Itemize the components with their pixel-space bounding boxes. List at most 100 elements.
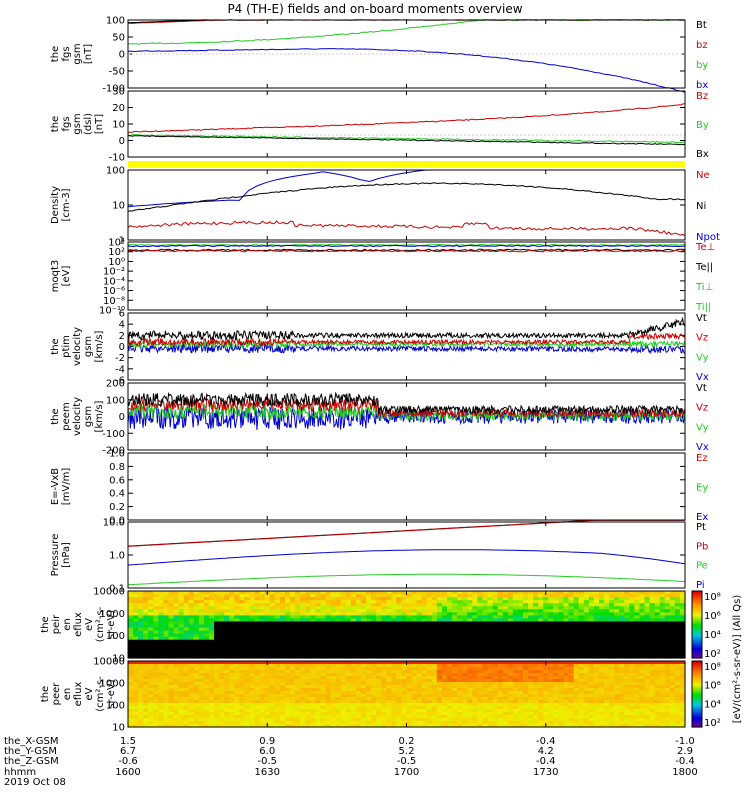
spec-cell [558, 712, 565, 716]
spec-cell [198, 639, 205, 644]
spec-cell [396, 676, 403, 680]
spec-cell [593, 664, 600, 668]
spec-cell [447, 645, 453, 650]
spec-cell [588, 706, 595, 710]
spec-cell [522, 709, 529, 713]
spec-cell [259, 612, 266, 616]
spec-cell [593, 600, 600, 604]
spec-cell [198, 697, 205, 701]
spec-cell [629, 648, 635, 653]
spec-cell [350, 600, 357, 604]
spec-cell [295, 676, 301, 680]
spec-cell [274, 651, 281, 656]
spec-cell [143, 603, 149, 607]
spec-cell [158, 606, 165, 610]
spec-cell [512, 645, 519, 650]
spec-cell [447, 679, 453, 683]
spec-cell [603, 715, 610, 719]
spec-cell [543, 700, 549, 704]
spec-cell [406, 609, 413, 613]
spec-cell [522, 724, 529, 728]
spec-cell [578, 661, 585, 665]
spec-cell [198, 688, 205, 692]
spec-cell [553, 724, 560, 728]
spec-cell [436, 682, 443, 686]
spec-cell [528, 721, 534, 725]
spec-cell [629, 700, 635, 704]
spec-cell [593, 691, 600, 695]
spec-cell [543, 603, 549, 607]
spec-cell [259, 682, 266, 686]
spec-cell [376, 648, 382, 653]
spec-cell [472, 624, 478, 629]
spec-cell [209, 627, 215, 632]
spec-cell [502, 627, 509, 632]
spec-cell [381, 594, 387, 598]
spec-cell [517, 724, 524, 728]
spec-cell [502, 721, 509, 725]
spec-cell [411, 688, 418, 692]
spec-cell [315, 603, 322, 607]
spec-cell [193, 673, 200, 677]
spec-cell [472, 694, 478, 698]
spec-cell [573, 691, 580, 695]
spec-cell [482, 636, 489, 641]
spec-cell [467, 606, 473, 610]
spec-cell [133, 682, 139, 686]
spec-cell [345, 597, 352, 601]
spec-cell [477, 600, 484, 604]
spec-cell [279, 597, 286, 601]
spec-cell [624, 642, 630, 647]
spec-cell [224, 618, 230, 623]
spec-cell [517, 706, 524, 710]
spec-cell [522, 639, 529, 644]
y-axis-label: ptim [61, 335, 72, 358]
spec-cell [279, 667, 286, 671]
spec-cell [568, 591, 575, 595]
spec-cell [401, 639, 408, 644]
spec-cell [198, 724, 205, 728]
spec-cell [325, 645, 332, 650]
spec-cell [431, 636, 438, 641]
spec-cell [502, 673, 509, 677]
spec-cell [178, 673, 185, 677]
spec-cell [679, 612, 686, 616]
spec-cell [406, 627, 413, 632]
spec-cell [234, 636, 240, 641]
spec-cell [538, 691, 544, 695]
spec-cell [143, 633, 149, 638]
spec-cell [659, 600, 666, 604]
spec-cell [588, 670, 595, 674]
spec-cell [679, 609, 686, 613]
spec-cell [457, 691, 463, 695]
spec-cell [340, 718, 347, 722]
spec-cell [416, 654, 423, 659]
spec-cell [624, 697, 630, 701]
spec-cell [330, 627, 337, 632]
spec-cell [290, 697, 296, 701]
spec-cell [497, 624, 504, 629]
spec-cell [274, 627, 281, 632]
spec-cell [254, 633, 261, 638]
spec-cell [386, 627, 392, 632]
spec-cell [624, 694, 630, 698]
spec-cell [609, 691, 615, 695]
spec-cell [325, 615, 332, 620]
spec-cell [517, 636, 524, 641]
spec-cell [274, 603, 281, 607]
spec-cell [609, 721, 615, 725]
spec-cell [487, 594, 494, 598]
spec-cell [644, 615, 651, 620]
spec-cell [624, 645, 630, 650]
spec-cell [487, 600, 494, 604]
spec-cell [365, 651, 372, 656]
spec-cell [219, 600, 225, 604]
spec-cell [350, 594, 357, 598]
spec-cell [528, 624, 534, 629]
spec-cell [426, 721, 433, 725]
spec-cell [543, 648, 549, 653]
spec-cell [360, 694, 367, 698]
spec-cell [528, 597, 534, 601]
spec-cell [234, 624, 240, 629]
spec-cell [533, 618, 539, 623]
